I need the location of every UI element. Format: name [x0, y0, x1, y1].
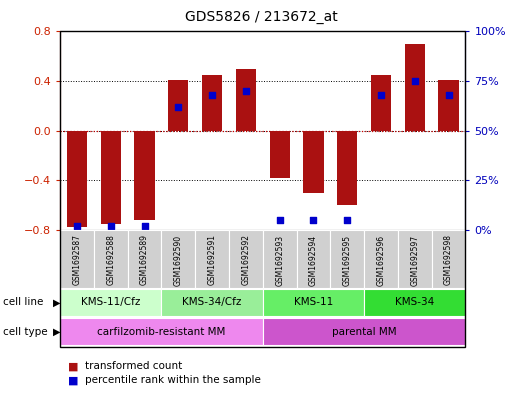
- Text: GSM1692593: GSM1692593: [275, 234, 284, 285]
- Bar: [134, 130, 155, 220]
- Text: GSM1692587: GSM1692587: [73, 235, 82, 285]
- Bar: [263, 318, 465, 345]
- Point: [242, 88, 250, 94]
- Bar: [236, 69, 256, 130]
- Text: KMS-34: KMS-34: [395, 298, 435, 307]
- Point: [445, 92, 453, 98]
- Text: GSM1692597: GSM1692597: [411, 234, 419, 285]
- Text: GSM1692591: GSM1692591: [208, 235, 217, 285]
- Bar: [60, 230, 94, 288]
- Text: GSM1692596: GSM1692596: [377, 234, 385, 285]
- Bar: [67, 130, 87, 228]
- Point: [107, 223, 115, 229]
- Text: GSM1692589: GSM1692589: [140, 235, 149, 285]
- Bar: [202, 75, 222, 130]
- Text: cell type: cell type: [3, 327, 47, 337]
- Bar: [398, 230, 431, 288]
- Text: cell line: cell line: [3, 298, 43, 307]
- Bar: [263, 289, 364, 316]
- Text: parental MM: parental MM: [332, 327, 396, 337]
- Text: GSM1692588: GSM1692588: [106, 235, 115, 285]
- Point: [276, 217, 284, 223]
- Point: [174, 104, 183, 110]
- Text: GSM1692595: GSM1692595: [343, 234, 352, 285]
- Bar: [303, 130, 324, 193]
- Bar: [371, 75, 391, 130]
- Bar: [263, 230, 297, 288]
- Bar: [94, 230, 128, 288]
- Bar: [195, 230, 229, 288]
- Bar: [162, 289, 263, 316]
- Text: KMS-11: KMS-11: [294, 298, 333, 307]
- Point: [208, 92, 217, 98]
- Point: [73, 223, 81, 229]
- Bar: [229, 230, 263, 288]
- Bar: [168, 80, 188, 130]
- Text: ▶: ▶: [53, 327, 60, 337]
- Point: [343, 217, 351, 223]
- Bar: [60, 318, 263, 345]
- Bar: [431, 230, 465, 288]
- Text: GSM1692592: GSM1692592: [242, 235, 251, 285]
- Point: [309, 217, 317, 223]
- Text: GSM1692594: GSM1692594: [309, 234, 318, 285]
- Text: carfilzomib-resistant MM: carfilzomib-resistant MM: [97, 327, 225, 337]
- Text: ▶: ▶: [53, 298, 60, 307]
- Bar: [331, 230, 364, 288]
- Text: GSM1692590: GSM1692590: [174, 234, 183, 285]
- Text: ■: ■: [68, 375, 78, 386]
- Bar: [60, 289, 162, 316]
- Text: GSM1692598: GSM1692598: [444, 235, 453, 285]
- Text: KMS-34/Cfz: KMS-34/Cfz: [183, 298, 242, 307]
- Bar: [337, 130, 357, 205]
- Point: [411, 78, 419, 84]
- Text: ■: ■: [68, 361, 78, 371]
- Point: [377, 92, 385, 98]
- Bar: [100, 130, 121, 224]
- Bar: [405, 44, 425, 130]
- Bar: [364, 289, 465, 316]
- Text: transformed count: transformed count: [85, 361, 183, 371]
- Bar: [128, 230, 162, 288]
- Bar: [438, 80, 459, 130]
- Bar: [297, 230, 331, 288]
- Bar: [364, 230, 398, 288]
- Text: GDS5826 / 213672_at: GDS5826 / 213672_at: [185, 10, 338, 24]
- Text: KMS-11/Cfz: KMS-11/Cfz: [81, 298, 141, 307]
- Bar: [269, 130, 290, 178]
- Point: [140, 223, 149, 229]
- Text: percentile rank within the sample: percentile rank within the sample: [85, 375, 261, 386]
- Bar: [162, 230, 195, 288]
